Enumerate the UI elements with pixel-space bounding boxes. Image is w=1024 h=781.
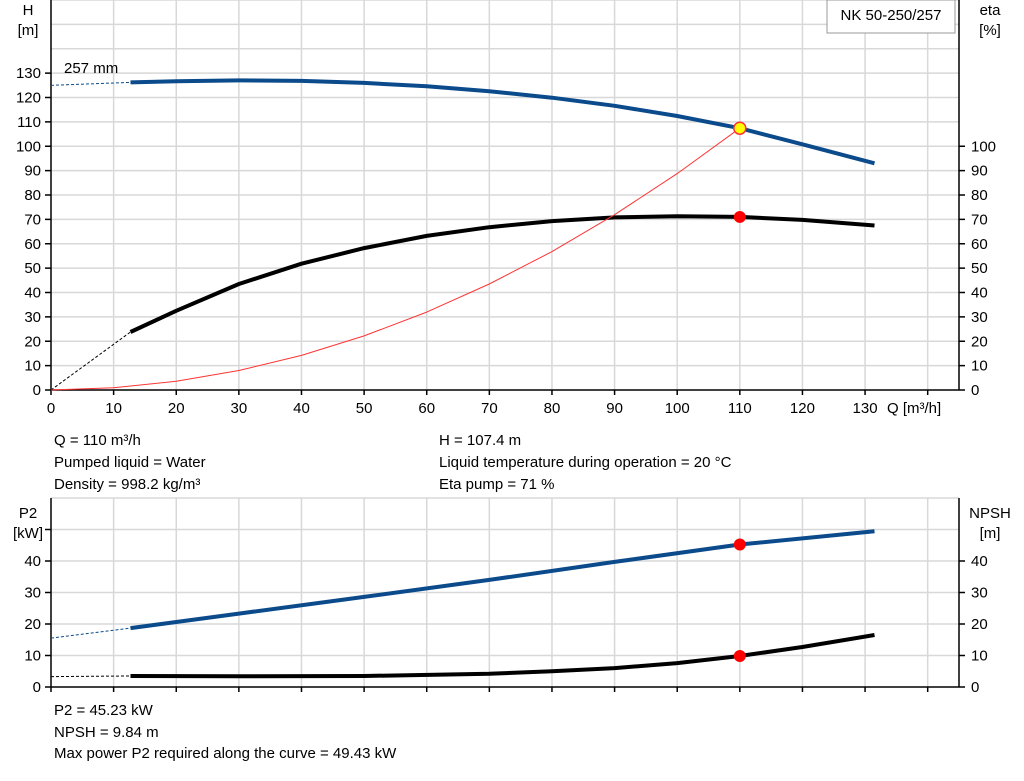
- x-axis-label: Q [m³/h]: [887, 400, 941, 417]
- series-extension-H: [50, 81, 131, 86]
- y-tick-label-left: 90: [24, 163, 41, 180]
- y-axis-label-right: [%]: [979, 22, 1001, 39]
- series-line-system: [50, 127, 741, 391]
- x-tick-label: 30: [231, 400, 248, 417]
- x-tick-label: 10: [105, 400, 122, 417]
- y-tick-label-right: 50: [971, 260, 988, 277]
- y-tick-label-right: 60: [971, 236, 988, 253]
- x-tick-label: 120: [790, 400, 815, 417]
- operating-point: [733, 121, 747, 135]
- y-axis-label-right: [m]: [980, 525, 1001, 542]
- info-eta: Eta pump = 71 %: [439, 476, 555, 493]
- info-head: H = 107.4 m: [439, 432, 522, 449]
- info-density: Density = 998.2 kg/m³: [54, 476, 201, 493]
- x-tick-label: 80: [544, 400, 561, 417]
- y-tick-label-left: 130: [16, 65, 41, 82]
- y-tick-label-right: 80: [971, 187, 988, 204]
- y-tick-label-left: 20: [24, 333, 41, 350]
- series-extension-eta: [50, 331, 131, 391]
- series-line-P2: [130, 529, 875, 631]
- y-tick-label-left: 60: [24, 236, 41, 253]
- y-tick-label-left: 0: [33, 679, 41, 696]
- info-liquid: Pumped liquid = Water: [54, 454, 206, 471]
- x-tick-label: 130: [853, 400, 878, 417]
- y-tick-label-left: 10: [24, 358, 41, 375]
- y-tick-label-right: 20: [971, 616, 988, 633]
- y-tick-label-right: 10: [971, 648, 988, 665]
- y-tick-label-right: 40: [971, 553, 988, 570]
- y-tick-label-left: 100: [16, 138, 41, 155]
- y-tick-label-left: 50: [24, 260, 41, 277]
- y-axis-label-left: [kW]: [13, 525, 43, 542]
- y-tick-label-right: 70: [971, 211, 988, 228]
- x-tick-label: 60: [418, 400, 435, 417]
- y-tick-label-left: 30: [24, 309, 41, 326]
- impeller-diameter-label: 257 mm: [64, 60, 118, 77]
- chart-title: NK 50-250/257: [841, 7, 942, 24]
- info-npsh: NPSH = 9.84 m: [54, 724, 159, 741]
- y-tick-label-left: 0: [33, 382, 41, 399]
- y-tick-label-left: 70: [24, 211, 41, 228]
- operating-point: [733, 210, 746, 223]
- y-axis-label-left: [m]: [18, 22, 39, 39]
- x-tick-label: 0: [47, 400, 55, 417]
- y-axis-label-left: P2: [19, 505, 37, 522]
- y-tick-label-right: 40: [971, 285, 988, 302]
- y-tick-label-right: 30: [971, 309, 988, 326]
- y-tick-label-left: 80: [24, 187, 41, 204]
- y-tick-label-right: 0: [971, 382, 979, 399]
- info-temperature: Liquid temperature during operation = 20…: [439, 454, 732, 471]
- x-tick-label: 50: [356, 400, 373, 417]
- x-tick-label: 100: [665, 400, 690, 417]
- y-axis-label-right: NPSH: [969, 505, 1011, 522]
- y-tick-label-left: 30: [24, 585, 41, 602]
- y-tick-label-left: 120: [16, 90, 41, 107]
- info-flow: Q = 110 m³/h: [54, 432, 141, 449]
- x-tick-label: 110: [728, 400, 752, 417]
- y-tick-label-right: 100: [971, 138, 996, 155]
- x-tick-label: 90: [606, 400, 623, 417]
- series-extension-NPSH: [50, 675, 131, 678]
- y-tick-label-right: 90: [971, 163, 988, 180]
- series-extension-P2: [50, 627, 131, 639]
- y-tick-label-left: 10: [24, 648, 41, 665]
- info-max-power: Max power P2 required along the curve = …: [54, 745, 397, 762]
- y-tick-label-left: 40: [24, 285, 41, 302]
- y-axis-label-left: H: [23, 2, 34, 19]
- y-tick-label-left: 20: [24, 616, 41, 633]
- y-tick-label-right: 0: [971, 679, 979, 696]
- series-line-eta: [129, 214, 875, 334]
- y-axis-label-right: eta: [980, 2, 1002, 19]
- x-tick-label: 70: [481, 400, 498, 417]
- series-line-NPSH: [130, 633, 875, 679]
- x-tick-label: 40: [293, 400, 310, 417]
- operating-point: [733, 650, 746, 663]
- x-tick-label: 20: [168, 400, 185, 417]
- info-p2: P2 = 45.23 kW: [54, 702, 153, 719]
- y-tick-label-left: 110: [17, 114, 41, 131]
- y-tick-label-left: 40: [24, 553, 41, 570]
- y-tick-label-right: 30: [971, 585, 988, 602]
- title-box: [826, 0, 956, 34]
- y-tick-label-right: 20: [971, 333, 988, 350]
- y-tick-label-right: 10: [971, 358, 988, 375]
- operating-point: [733, 538, 746, 551]
